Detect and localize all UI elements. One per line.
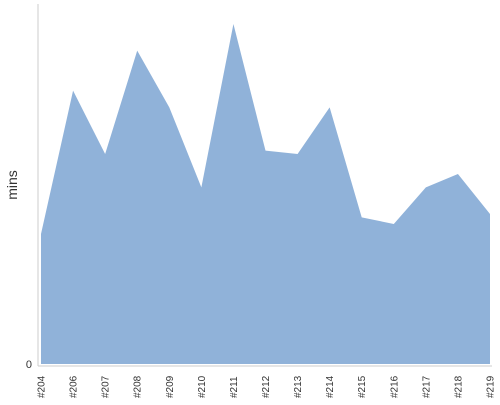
x-tick-label: #210	[197, 375, 208, 398]
x-axis-ticks: #204 #206 #207 #208 #209 #210 #211 #212 #213 #214…	[37, 375, 497, 398]
y-axis-label: mins	[4, 170, 20, 200]
x-tick-label: #212	[261, 375, 272, 398]
x-tick-label: #218	[453, 375, 464, 398]
x-tick-label: #213	[293, 375, 304, 398]
axes	[37, 4, 492, 367]
x-tick-label: #214	[325, 375, 336, 398]
x-tick-label: #206	[69, 375, 80, 398]
x-tick-label: #217	[421, 375, 432, 398]
x-tick-label: #215	[357, 375, 368, 398]
x-tick-label: #207	[101, 375, 112, 398]
area-layer	[41, 24, 490, 364]
series-area	[41, 24, 490, 364]
x-tick-label: #208	[133, 375, 144, 398]
x-tick-label: #211	[229, 376, 240, 398]
x-tick-label: #209	[165, 375, 176, 398]
x-tick-label: #204	[37, 375, 48, 398]
x-tick-label: #219	[486, 375, 497, 398]
y-tick-label: 0	[26, 359, 32, 371]
x-tick-label: #216	[389, 375, 400, 398]
y-axis-ticks: 0	[26, 359, 32, 371]
